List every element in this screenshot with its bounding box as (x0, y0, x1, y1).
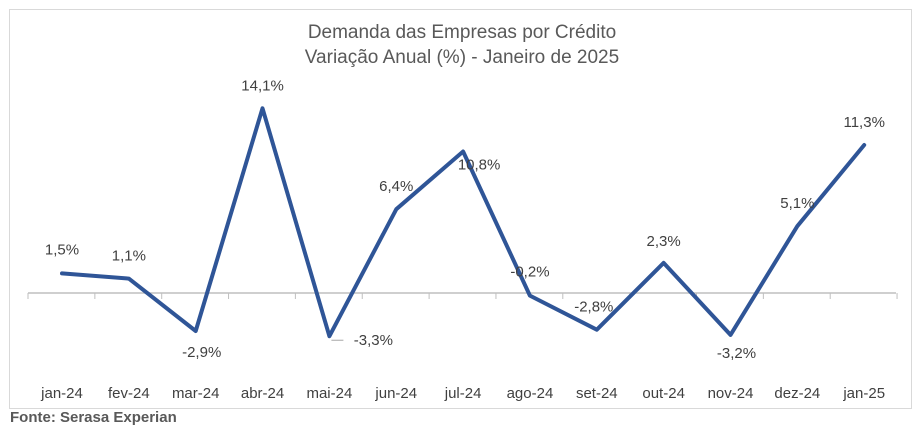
x-tick-label: mai-24 (306, 385, 352, 402)
data-label: 14,1% (241, 77, 284, 94)
x-tick-label: nov-24 (708, 385, 754, 402)
chart-title: Demanda das Empresas por Crédito (307, 22, 617, 43)
x-tick-label: set-24 (576, 385, 618, 402)
data-label: 5,1% (780, 195, 814, 212)
series-line (60, 106, 867, 339)
x-tick-label: jan-24 (40, 385, 83, 402)
data-label: 10,8% (458, 157, 501, 174)
x-tick-label: jun-24 (374, 385, 417, 402)
x-tick-label: abr-24 (241, 385, 284, 402)
x-tick-label: mar-24 (172, 385, 220, 402)
data-label: -2,9% (182, 344, 221, 361)
tick-label-layer: jan-24 fev-24 mar-24 abr-24 mai-24 jun-24 jul-… (40, 385, 885, 402)
data-label: 6,4% (379, 178, 413, 195)
source-note: Fonte: Serasa Experian (10, 409, 177, 426)
data-label: 1,1% (112, 248, 146, 265)
x-tick-label: fev-24 (108, 385, 150, 402)
data-label: -2,8% (574, 299, 613, 316)
x-axis (27, 292, 898, 299)
x-tick-label: ago-24 (507, 385, 554, 402)
chart-subtitle: Variação Anual (%) - Janeiro de 2025 (304, 47, 620, 68)
data-label: 11,3% (843, 114, 884, 131)
data-label: 2,3% (647, 233, 681, 250)
data-label: -0,2% (510, 264, 549, 281)
data-label: -3,3% (354, 332, 393, 349)
data-label-layer: 1,5% 1,1% -2,9% 14,1% -3,3% 6,4% 10,8% -0,2% -2,… (45, 77, 885, 362)
x-tick-label: jan-25 (842, 385, 885, 402)
x-tick-label: dez-24 (774, 385, 820, 402)
x-tick-label: jul-24 (444, 385, 482, 402)
x-tick-label: out-24 (642, 385, 685, 402)
series-line-layer (60, 106, 867, 339)
chart-frame (9, 9, 912, 409)
data-label: -3,2% (717, 345, 756, 362)
data-label: 1,5% (45, 241, 79, 258)
